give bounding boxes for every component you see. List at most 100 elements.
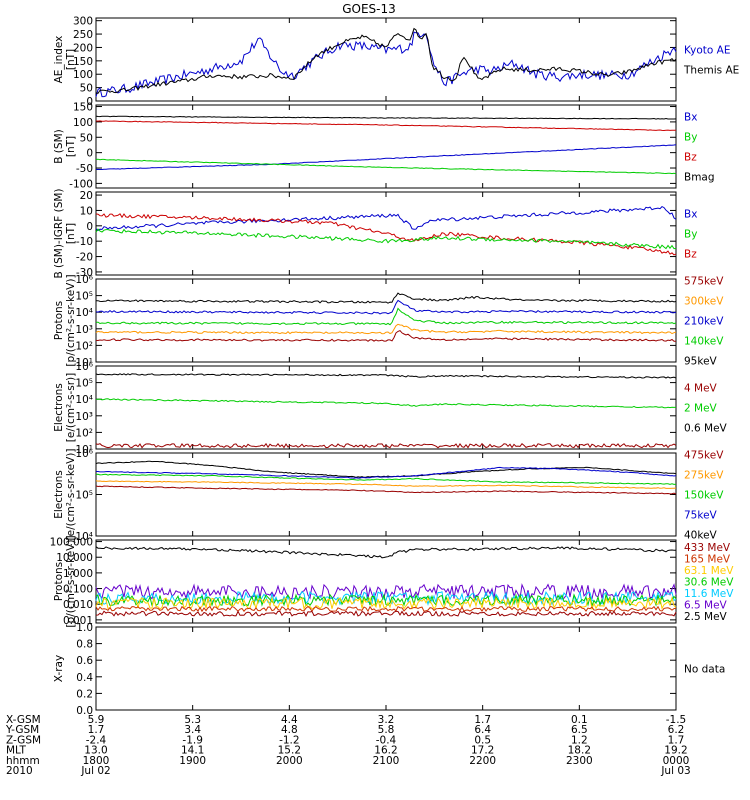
- ephemeris-row-label: Z-GSM: [6, 734, 41, 746]
- y-tick-label: 200: [73, 42, 93, 54]
- ephemeris-value: 19.2: [664, 745, 687, 757]
- y-tick-label: 0: [86, 148, 93, 160]
- y-tick-label: 10⁴: [75, 307, 93, 319]
- series-line-75keV: [96, 466, 677, 479]
- panel-frame: [95, 365, 677, 450]
- legend-entry: Bx: [684, 209, 697, 221]
- ephemeris-value: 16.2: [374, 745, 397, 757]
- legend-entry: Kyoto AE: [684, 45, 730, 57]
- y-tick-label: 100.000: [50, 537, 93, 549]
- y-tick-label: 10⁶: [75, 274, 93, 286]
- series-line-By: [95, 158, 677, 175]
- panel-protons-high: 0.001 0.010 0.100 1.000 10.000 100.000 Protons…: [50, 535, 735, 627]
- ephemeris-value: 15.2: [278, 745, 301, 757]
- series-line-63.1-MeV: [95, 596, 677, 611]
- legend-entry: 210keV: [684, 316, 724, 328]
- series-line-2.5-MeV: [95, 546, 677, 559]
- series-line-4-MeV: [95, 442, 677, 449]
- legend-entry: 4 MeV: [684, 383, 718, 395]
- y-tick-label: 0: [86, 221, 93, 233]
- ephemeris-value: 14.1: [181, 745, 204, 757]
- panel-frame: [95, 539, 677, 624]
- y-axis-label: Protons: [53, 562, 65, 601]
- legend-entry: 40keV: [684, 530, 718, 542]
- y-tick-label: 10⁴: [75, 531, 93, 543]
- y-tick-label: 10⁵: [75, 378, 93, 390]
- y-tick-label: 10³: [75, 324, 93, 336]
- ephemeris-value: -0.4: [376, 734, 397, 746]
- ephemeris-value: 0.5: [474, 734, 491, 746]
- series-line-30.6-MeV: [95, 593, 677, 608]
- series-line-40keV: [95, 460, 677, 478]
- legend-entry: Bz: [684, 249, 697, 261]
- legend-entry: 300keV: [684, 296, 724, 308]
- ephemeris-value: 2200: [469, 755, 496, 767]
- series-line-Bz: [95, 213, 677, 256]
- ephemeris-value: -1.2: [279, 734, 300, 746]
- ephemeris-value: 1800: [83, 755, 110, 767]
- legend-entry: 165 MeV: [684, 554, 731, 566]
- plot-title: GOES-13: [342, 2, 396, 16]
- y-tick-label: 0: [86, 96, 93, 108]
- ephemeris-row-label: Y-GSM: [5, 724, 39, 736]
- y-tick-label: 10⁶: [75, 448, 93, 460]
- ephemeris-row-label: hhmm: [6, 755, 40, 767]
- y-tick-label: 10⁶: [75, 361, 93, 373]
- y-tick-label: 50: [80, 132, 93, 144]
- panel-bsm: -100 -50 0 50 100 150 B (SM) [nT] Bx By Bz Bmag: [53, 102, 715, 191]
- ephemeris-table: X-GSMY-GSMZ-GSMMLThhmm20105.91.7-2.413.0…: [5, 714, 691, 777]
- ephemeris-value: 4.8: [281, 724, 298, 736]
- y-axis-label: Electrons: [53, 470, 65, 519]
- series-line-210keV: [95, 299, 677, 315]
- y-tick-label: 0.100: [63, 584, 93, 596]
- y-tick-label: -100: [69, 178, 93, 190]
- legend-entry: 150keV: [684, 490, 724, 502]
- ephemeris-row-label: 2010: [6, 765, 33, 777]
- series-line-Bx: [95, 144, 677, 170]
- legend-entry: 140keV: [684, 336, 724, 348]
- y-tick-label: -50: [76, 163, 93, 175]
- y-tick-label: -30: [76, 267, 93, 279]
- y-tick-label: 0.8: [76, 639, 93, 651]
- y-axis-label: [p/(cm²-s-sr-keV)]: [65, 274, 77, 366]
- legend-entry: No data: [684, 664, 725, 676]
- series-line-433-MeV: [95, 610, 677, 618]
- ephemeris-value: 1.2: [571, 734, 588, 746]
- ephemeris-value: 0.1: [571, 714, 588, 726]
- legend-entry: 30.6 MeV: [684, 577, 734, 589]
- series-line-95keV: [96, 292, 677, 304]
- y-tick-label: 10³: [75, 411, 93, 423]
- legend-entry: 95keV: [684, 356, 718, 368]
- ephemeris-value: 5.9: [88, 714, 105, 726]
- ephemeris-value: Jul 03: [660, 765, 690, 777]
- y-tick-label: 10¹: [75, 444, 93, 456]
- y-tick-label: 100: [73, 69, 93, 81]
- legend-entry: Themis AE: [683, 65, 739, 77]
- legend-entry: 275keV: [684, 470, 724, 482]
- y-axis-label: [nT]: [65, 223, 77, 244]
- legend-entry: Bx: [684, 112, 697, 124]
- y-tick-label: 0.6: [76, 655, 93, 667]
- y-tick-label: 150: [73, 102, 93, 114]
- series-line-11.6-MeV: [95, 590, 677, 607]
- ephemeris-value: 0000: [663, 755, 690, 767]
- series-line-140keV: [95, 307, 677, 326]
- panel-xray: 0.0 0.2 0.4 0.6 0.8 1.0 X-ray No data: [53, 622, 725, 717]
- y-axis-label: X-ray: [53, 655, 65, 682]
- y-tick-label: 0.001: [63, 615, 93, 627]
- panel-bigrf: -30 -20 -10 0 10 20 B (SM)-IGRF (SM) [nT] Bx By Bz: [53, 188, 697, 278]
- ephemeris-value: 1.7: [668, 734, 685, 746]
- panel-frame: [95, 452, 677, 537]
- ephemeris-row-label: X-GSM: [6, 714, 41, 726]
- panel-protons-low: 10¹ 10² 10³ 10⁴ 10⁵ 10⁶ Protons [p/(cm²-s-sr-ke…: [53, 274, 724, 369]
- y-tick-label: 1.0: [76, 622, 93, 634]
- series-line-0.6-MeV: [95, 373, 677, 379]
- y-axis-label: AE_index: [53, 36, 65, 84]
- series-line-150keV: [95, 473, 677, 485]
- series-line-Bz: [95, 120, 676, 132]
- legend-entry: 11.6 MeV: [684, 588, 734, 600]
- y-tick-label: 10⁵: [75, 291, 93, 303]
- y-tick-label: 0.2: [76, 688, 93, 700]
- y-tick-label: 0.4: [76, 672, 93, 684]
